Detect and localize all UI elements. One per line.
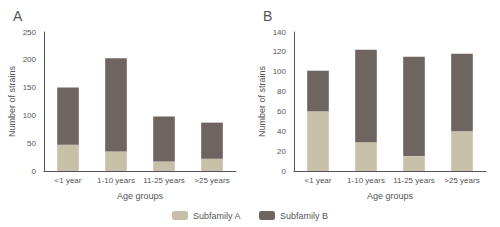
svg-text:140: 140 xyxy=(273,28,287,37)
svg-text:B: B xyxy=(263,8,272,24)
svg-text:1-10 years: 1-10 years xyxy=(97,176,135,185)
svg-text:A: A xyxy=(13,8,23,24)
svg-text:50: 50 xyxy=(27,139,36,148)
svg-text:<1 year: <1 year xyxy=(55,176,82,185)
svg-text:100: 100 xyxy=(273,67,287,76)
svg-text:40: 40 xyxy=(277,127,286,136)
svg-text:0: 0 xyxy=(282,167,287,176)
svg-text:Subfamily B: Subfamily B xyxy=(280,211,328,221)
svg-text:250: 250 xyxy=(23,28,37,37)
svg-text:60: 60 xyxy=(277,107,286,116)
svg-text:Subfamily A: Subfamily A xyxy=(193,211,241,221)
svg-text:1-10 years: 1-10 years xyxy=(347,176,385,185)
svg-text:11-25 years: 11-25 years xyxy=(143,176,185,185)
svg-text:150: 150 xyxy=(23,83,37,92)
svg-text:0: 0 xyxy=(32,167,37,176)
svg-text:Age groups: Age groups xyxy=(367,191,414,201)
svg-text:Age groups: Age groups xyxy=(117,191,164,201)
svg-text:100: 100 xyxy=(23,111,37,120)
svg-text:>25 years: >25 years xyxy=(444,176,479,185)
svg-text:80: 80 xyxy=(277,87,286,96)
svg-text:11-25 years: 11-25 years xyxy=(393,176,435,185)
svg-text:>25 years: >25 years xyxy=(194,176,229,185)
svg-text:Number of strains: Number of strains xyxy=(257,65,267,137)
svg-text:20: 20 xyxy=(277,147,286,156)
svg-text:Number of strains: Number of strains xyxy=(7,65,17,137)
svg-text:120: 120 xyxy=(273,47,287,56)
svg-text:200: 200 xyxy=(23,55,37,64)
svg-text:<1 year: <1 year xyxy=(305,176,332,185)
